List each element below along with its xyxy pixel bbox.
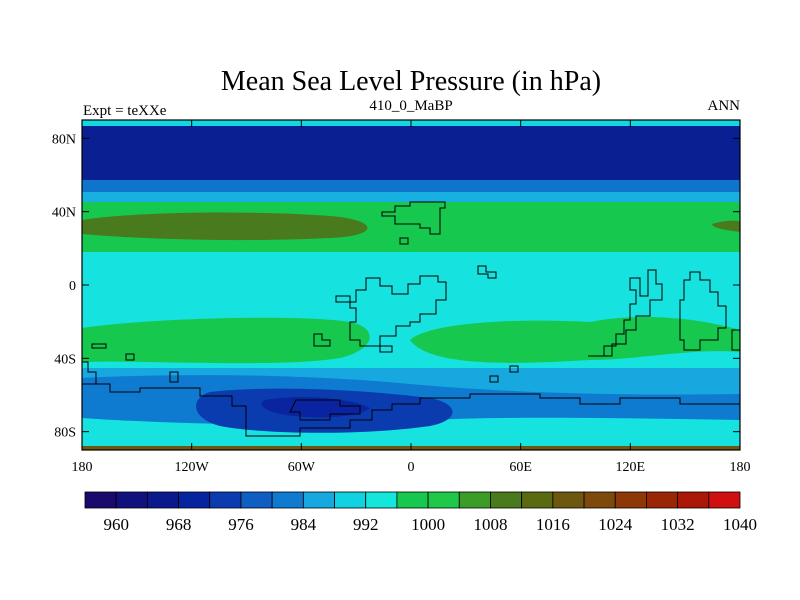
- coast-east-asia: [679, 271, 727, 351]
- subtropical-high-north-east: [712, 220, 740, 232]
- colorbar-swatch-20: [708, 491, 741, 509]
- x-tick-label-2: 60W: [288, 460, 316, 475]
- colorbar-swatch-7: [302, 491, 335, 509]
- coast-europe: [381, 201, 446, 235]
- band-subpolar-north: [82, 180, 740, 194]
- colorbar-label-8: 1024: [598, 515, 633, 534]
- coast-antarctica: [82, 383, 740, 437]
- coast-antarctic-inner: [289, 399, 361, 421]
- y-tick-label-1: 40N: [52, 206, 76, 221]
- colorbar-label-3: 984: [291, 515, 317, 534]
- coast-africa: [335, 275, 447, 347]
- colorbar-swatch-4: [209, 491, 242, 509]
- antarctic-low-core: [261, 397, 370, 418]
- x-tick-label-3: 0: [408, 460, 415, 475]
- y-tick-label-0: 80N: [52, 132, 76, 147]
- coast-small-isle: [313, 333, 331, 347]
- subtropical-high-north: [82, 212, 368, 241]
- colorbar-swatch-14: [521, 491, 554, 509]
- coast-india: [588, 269, 663, 357]
- subtitle-right: ANN: [708, 98, 741, 114]
- colorbar-swatch-1: [115, 491, 148, 509]
- colorbar-swatch-11: [427, 491, 460, 509]
- band-south-subtropical-center: [410, 316, 740, 363]
- coast-south-islands: [125, 353, 135, 361]
- y-tick-label-4: 80S: [54, 426, 76, 441]
- colorbar-label-2: 976: [228, 515, 254, 534]
- x-tick-label-5: 120E: [616, 460, 646, 475]
- colorbar-swatch-0: [84, 491, 117, 509]
- coast-island-small: [399, 237, 409, 245]
- colorbar-swatch-17: [614, 491, 647, 509]
- coast-isle-nw: [169, 371, 179, 383]
- x-tick-label-6: 180: [730, 460, 751, 475]
- colorbar-swatch-3: [178, 491, 211, 509]
- colorbar-label-9: 1032: [661, 515, 695, 534]
- y-tick-label-3: 40S: [54, 352, 76, 367]
- coast-isle-ne: [489, 375, 499, 383]
- colorbar-swatch-6: [271, 491, 304, 509]
- x-tick-label-4: 60E: [509, 460, 532, 475]
- colorbar-label-7: 1016: [536, 515, 570, 534]
- colorbar-label-1: 968: [166, 515, 192, 534]
- x-tick-label-0: 180: [72, 460, 93, 475]
- polar-high-south-east: [480, 420, 740, 450]
- x-tick-label-1: 120W: [175, 460, 210, 475]
- y-axis: 80N 40N 0 40S 80S: [52, 132, 740, 441]
- colorbar-swatch-8: [334, 491, 367, 509]
- x-axis: 180 120W 60W 0 60E 120E 180: [72, 120, 751, 475]
- colorbar-label-5: 1000: [411, 515, 445, 534]
- colorbar-swatch-19: [677, 491, 710, 509]
- coast-antarctic-peninsula: [82, 361, 97, 384]
- chart-title: Mean Sea Level Pressure (in hPa): [221, 66, 601, 97]
- colorbar-swatch-2: [146, 491, 179, 509]
- coastlines: [82, 201, 740, 437]
- colorbar-swatch-13: [490, 491, 523, 509]
- coast-isle-se: [509, 365, 519, 373]
- coast-mideast: [477, 265, 497, 279]
- coast-east-edge: [731, 329, 740, 351]
- colorbar-swatch-9: [365, 491, 398, 509]
- y-tick-label-2: 0: [69, 279, 76, 294]
- subtitle-center: 410_0_MaBP: [369, 98, 452, 114]
- colorbar-label-4: 992: [353, 515, 379, 534]
- subtitle-left: Expt = teXXe: [83, 103, 167, 119]
- colorbar-swatch-18: [646, 491, 679, 509]
- colorbar-swatch-10: [396, 491, 429, 509]
- colorbar-swatch-12: [458, 491, 491, 509]
- pressure-field: [82, 120, 740, 450]
- colorbar-label-6: 1008: [473, 515, 507, 534]
- band-arctic-low: [82, 126, 740, 182]
- band-south-subtropical-west: [82, 317, 370, 364]
- band-north-edge: [82, 192, 740, 202]
- colorbar-swatch-15: [552, 491, 585, 509]
- coast-west-island: [91, 343, 107, 349]
- colorbar-label-0: 960: [103, 515, 129, 534]
- colorbar: 960 968 976 984 992 1000 1008 1016 1024 1032 1040: [84, 491, 757, 534]
- coast-africa-east: [379, 345, 393, 353]
- colorbar-swatch-16: [583, 491, 616, 509]
- colorbar-swatch-5: [240, 491, 273, 509]
- polar-high-south: [82, 426, 200, 450]
- colorbar-label-10: 1040: [723, 515, 757, 534]
